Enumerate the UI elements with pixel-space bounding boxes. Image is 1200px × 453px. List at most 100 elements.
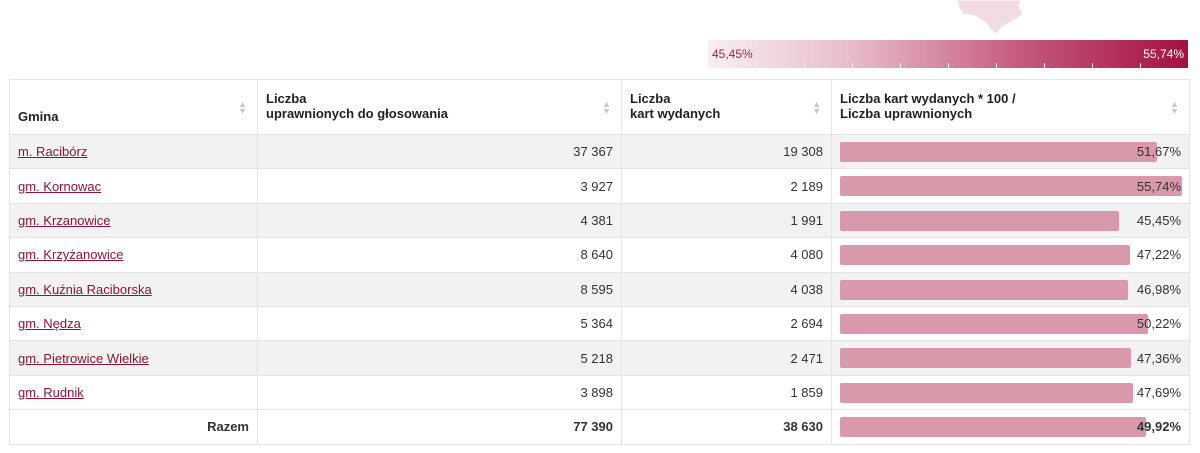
frekwencja-cell: 55,74% bbox=[831, 168, 1190, 204]
header-uprawnieni-line2: uprawnionych do głosowania bbox=[266, 106, 449, 121]
frekwencja-cell: 50,22% bbox=[831, 305, 1190, 342]
frekwencja-cell: 46,98% bbox=[831, 271, 1190, 307]
table-body: m. Racibórz 37 367 19 308 51,67% gm. Kor… bbox=[9, 133, 1190, 445]
uprawnieni-cell: 5 364 bbox=[257, 305, 622, 342]
header-uprawnieni[interactable]: Liczba uprawnionych do głosowania ▲ ▼ bbox=[257, 79, 622, 135]
sort-icon[interactable]: ▲ ▼ bbox=[1170, 99, 1179, 116]
uprawnieni-cell: 4 381 bbox=[257, 202, 622, 239]
gmina-link[interactable]: gm. Kornowac bbox=[18, 178, 102, 194]
uprawnieni-cell: 37 367 bbox=[257, 133, 622, 170]
gmina-cell: gm. Kornowac bbox=[9, 168, 258, 204]
gmina-cell: gm. Pietrowice Wielkie bbox=[9, 340, 258, 376]
results-table: Gmina ▲ ▼ Liczba uprawnionych do głosowan… bbox=[9, 79, 1190, 445]
total-uprawnieni: 77 390 bbox=[257, 409, 622, 445]
gmina-link[interactable]: m. Racibórz bbox=[18, 144, 88, 160]
header-karty[interactable]: Liczba kart wydanych ▲ ▼ bbox=[621, 79, 832, 135]
karty-cell: 2 471 bbox=[621, 340, 832, 376]
gmina-link[interactable]: gm. Krzyżanowice bbox=[18, 247, 124, 263]
header-frekwencja[interactable]: Liczba kart wydanych * 100 / Liczba upra… bbox=[831, 79, 1190, 135]
total-karty: 38 630 bbox=[621, 409, 832, 445]
frekwencja-cell: 47,22% bbox=[831, 237, 1190, 273]
legend-tick bbox=[900, 63, 901, 68]
color-scale-legend: 45,45% 55,74% bbox=[708, 40, 1188, 68]
legend-tick bbox=[804, 63, 805, 68]
header-uprawnieni-line1: Liczba bbox=[266, 91, 307, 106]
frekwencja-bar bbox=[840, 279, 1129, 300]
legend-tick bbox=[1140, 63, 1141, 68]
karty-cell: 2 189 bbox=[621, 168, 832, 204]
legend-tick bbox=[996, 63, 997, 68]
gmina-cell: m. Racibórz bbox=[9, 133, 258, 170]
frekwencja-bar bbox=[840, 417, 1147, 438]
gmina-link[interactable]: gm. Nędza bbox=[18, 316, 81, 332]
gmina-cell: gm. Nędza bbox=[9, 305, 258, 342]
legend-tick bbox=[1044, 63, 1045, 68]
gmina-link[interactable]: gm. Krzanowice bbox=[18, 212, 111, 228]
legend-tick bbox=[948, 63, 949, 68]
frekwencja-cell: 47,36% bbox=[831, 340, 1190, 376]
sort-icon[interactable]: ▲ ▼ bbox=[238, 99, 247, 116]
frekwencja-value: 47,22% bbox=[1136, 247, 1181, 263]
gmina-cell: gm. Krzanowice bbox=[9, 202, 258, 239]
header-gmina-label: Gmina bbox=[18, 109, 59, 124]
uprawnieni-cell: 3 927 bbox=[257, 168, 622, 204]
uprawnieni-cell: 3 898 bbox=[257, 374, 622, 411]
table-row: gm. Kuźnia Raciborska 8 595 4 038 46,98% bbox=[9, 271, 1190, 307]
karty-cell: 19 308 bbox=[621, 133, 832, 170]
sort-icon[interactable]: ▲ ▼ bbox=[812, 99, 821, 116]
gmina-cell: gm. Kuźnia Raciborska bbox=[9, 271, 258, 307]
gmina-link[interactable]: gm. Kuźnia Raciborska bbox=[18, 281, 152, 297]
total-frekwencja-value: 49,92% bbox=[1136, 419, 1181, 435]
uprawnieni-cell: 8 640 bbox=[257, 237, 622, 273]
gmina-link[interactable]: gm. Pietrowice Wielkie bbox=[18, 350, 149, 366]
header-frekwencja-line2: Liczba uprawnionych bbox=[840, 106, 973, 121]
frekwencja-bar bbox=[840, 142, 1158, 162]
frekwencja-bar bbox=[840, 382, 1133, 403]
header-frekwencja-line1: Liczba kart wydanych * 100 / bbox=[840, 91, 1016, 106]
header-gmina[interactable]: Gmina ▲ ▼ bbox=[9, 79, 258, 135]
frekwencja-cell: 45,45% bbox=[831, 202, 1190, 239]
frekwencja-bar bbox=[840, 245, 1130, 266]
table-row: gm. Rudnik 3 898 1 859 47,69% bbox=[9, 374, 1190, 411]
frekwencja-value: 55,74% bbox=[1136, 178, 1181, 194]
legend-max-label: 55,74% bbox=[1143, 47, 1184, 61]
header-karty-line2: kart wydanych bbox=[630, 106, 721, 121]
table-total-row: Razem 77 390 38 630 49,92% bbox=[9, 409, 1190, 445]
frekwencja-cell: 51,67% bbox=[831, 133, 1190, 170]
frekwencja-bar bbox=[840, 313, 1149, 334]
table-row: gm. Krzanowice 4 381 1 991 45,45% bbox=[9, 202, 1190, 239]
frekwencja-value: 45,45% bbox=[1136, 212, 1181, 228]
karty-cell: 1 991 bbox=[621, 202, 832, 239]
legend-tick bbox=[756, 63, 757, 68]
gmina-cell: gm. Rudnik bbox=[9, 374, 258, 411]
table-row: gm. Kornowac 3 927 2 189 55,74% bbox=[9, 168, 1190, 204]
karty-cell: 4 038 bbox=[621, 271, 832, 307]
legend-min-label: 45,45% bbox=[712, 47, 753, 61]
table-row: m. Racibórz 37 367 19 308 51,67% bbox=[9, 133, 1190, 170]
karty-cell: 4 080 bbox=[621, 237, 832, 273]
map-region-shape[interactable] bbox=[945, 0, 1035, 42]
frekwencja-value: 51,67% bbox=[1136, 144, 1181, 160]
total-frekwencja-cell: 49,92% bbox=[831, 409, 1190, 445]
header-karty-line1: Liczba bbox=[630, 91, 671, 106]
karty-cell: 1 859 bbox=[621, 374, 832, 411]
frekwencja-bar bbox=[840, 210, 1119, 231]
sort-icon[interactable]: ▲ ▼ bbox=[602, 99, 611, 116]
frekwencja-value: 47,36% bbox=[1136, 350, 1181, 366]
table-row: gm. Krzyżanowice 8 640 4 080 47,22% bbox=[9, 237, 1190, 273]
uprawnieni-cell: 8 595 bbox=[257, 271, 622, 307]
table-header-row: Gmina ▲ ▼ Liczba uprawnionych do głosowan… bbox=[9, 79, 1190, 135]
total-label: Razem bbox=[9, 409, 258, 445]
table-row: gm. Nędza 5 364 2 694 50,22% bbox=[9, 305, 1190, 342]
legend-tick bbox=[852, 63, 853, 68]
frekwencja-value: 47,69% bbox=[1136, 384, 1181, 400]
frekwencja-value: 50,22% bbox=[1136, 316, 1181, 332]
frekwencja-bar bbox=[840, 348, 1131, 369]
legend-tick bbox=[1092, 63, 1093, 68]
frekwencja-bar bbox=[840, 176, 1182, 197]
frekwencja-cell: 47,69% bbox=[831, 374, 1190, 411]
gmina-cell: gm. Krzyżanowice bbox=[9, 237, 258, 273]
uprawnieni-cell: 5 218 bbox=[257, 340, 622, 376]
gmina-link[interactable]: gm. Rudnik bbox=[18, 384, 84, 400]
table-row: gm. Pietrowice Wielkie 5 218 2 471 47,36… bbox=[9, 340, 1190, 376]
